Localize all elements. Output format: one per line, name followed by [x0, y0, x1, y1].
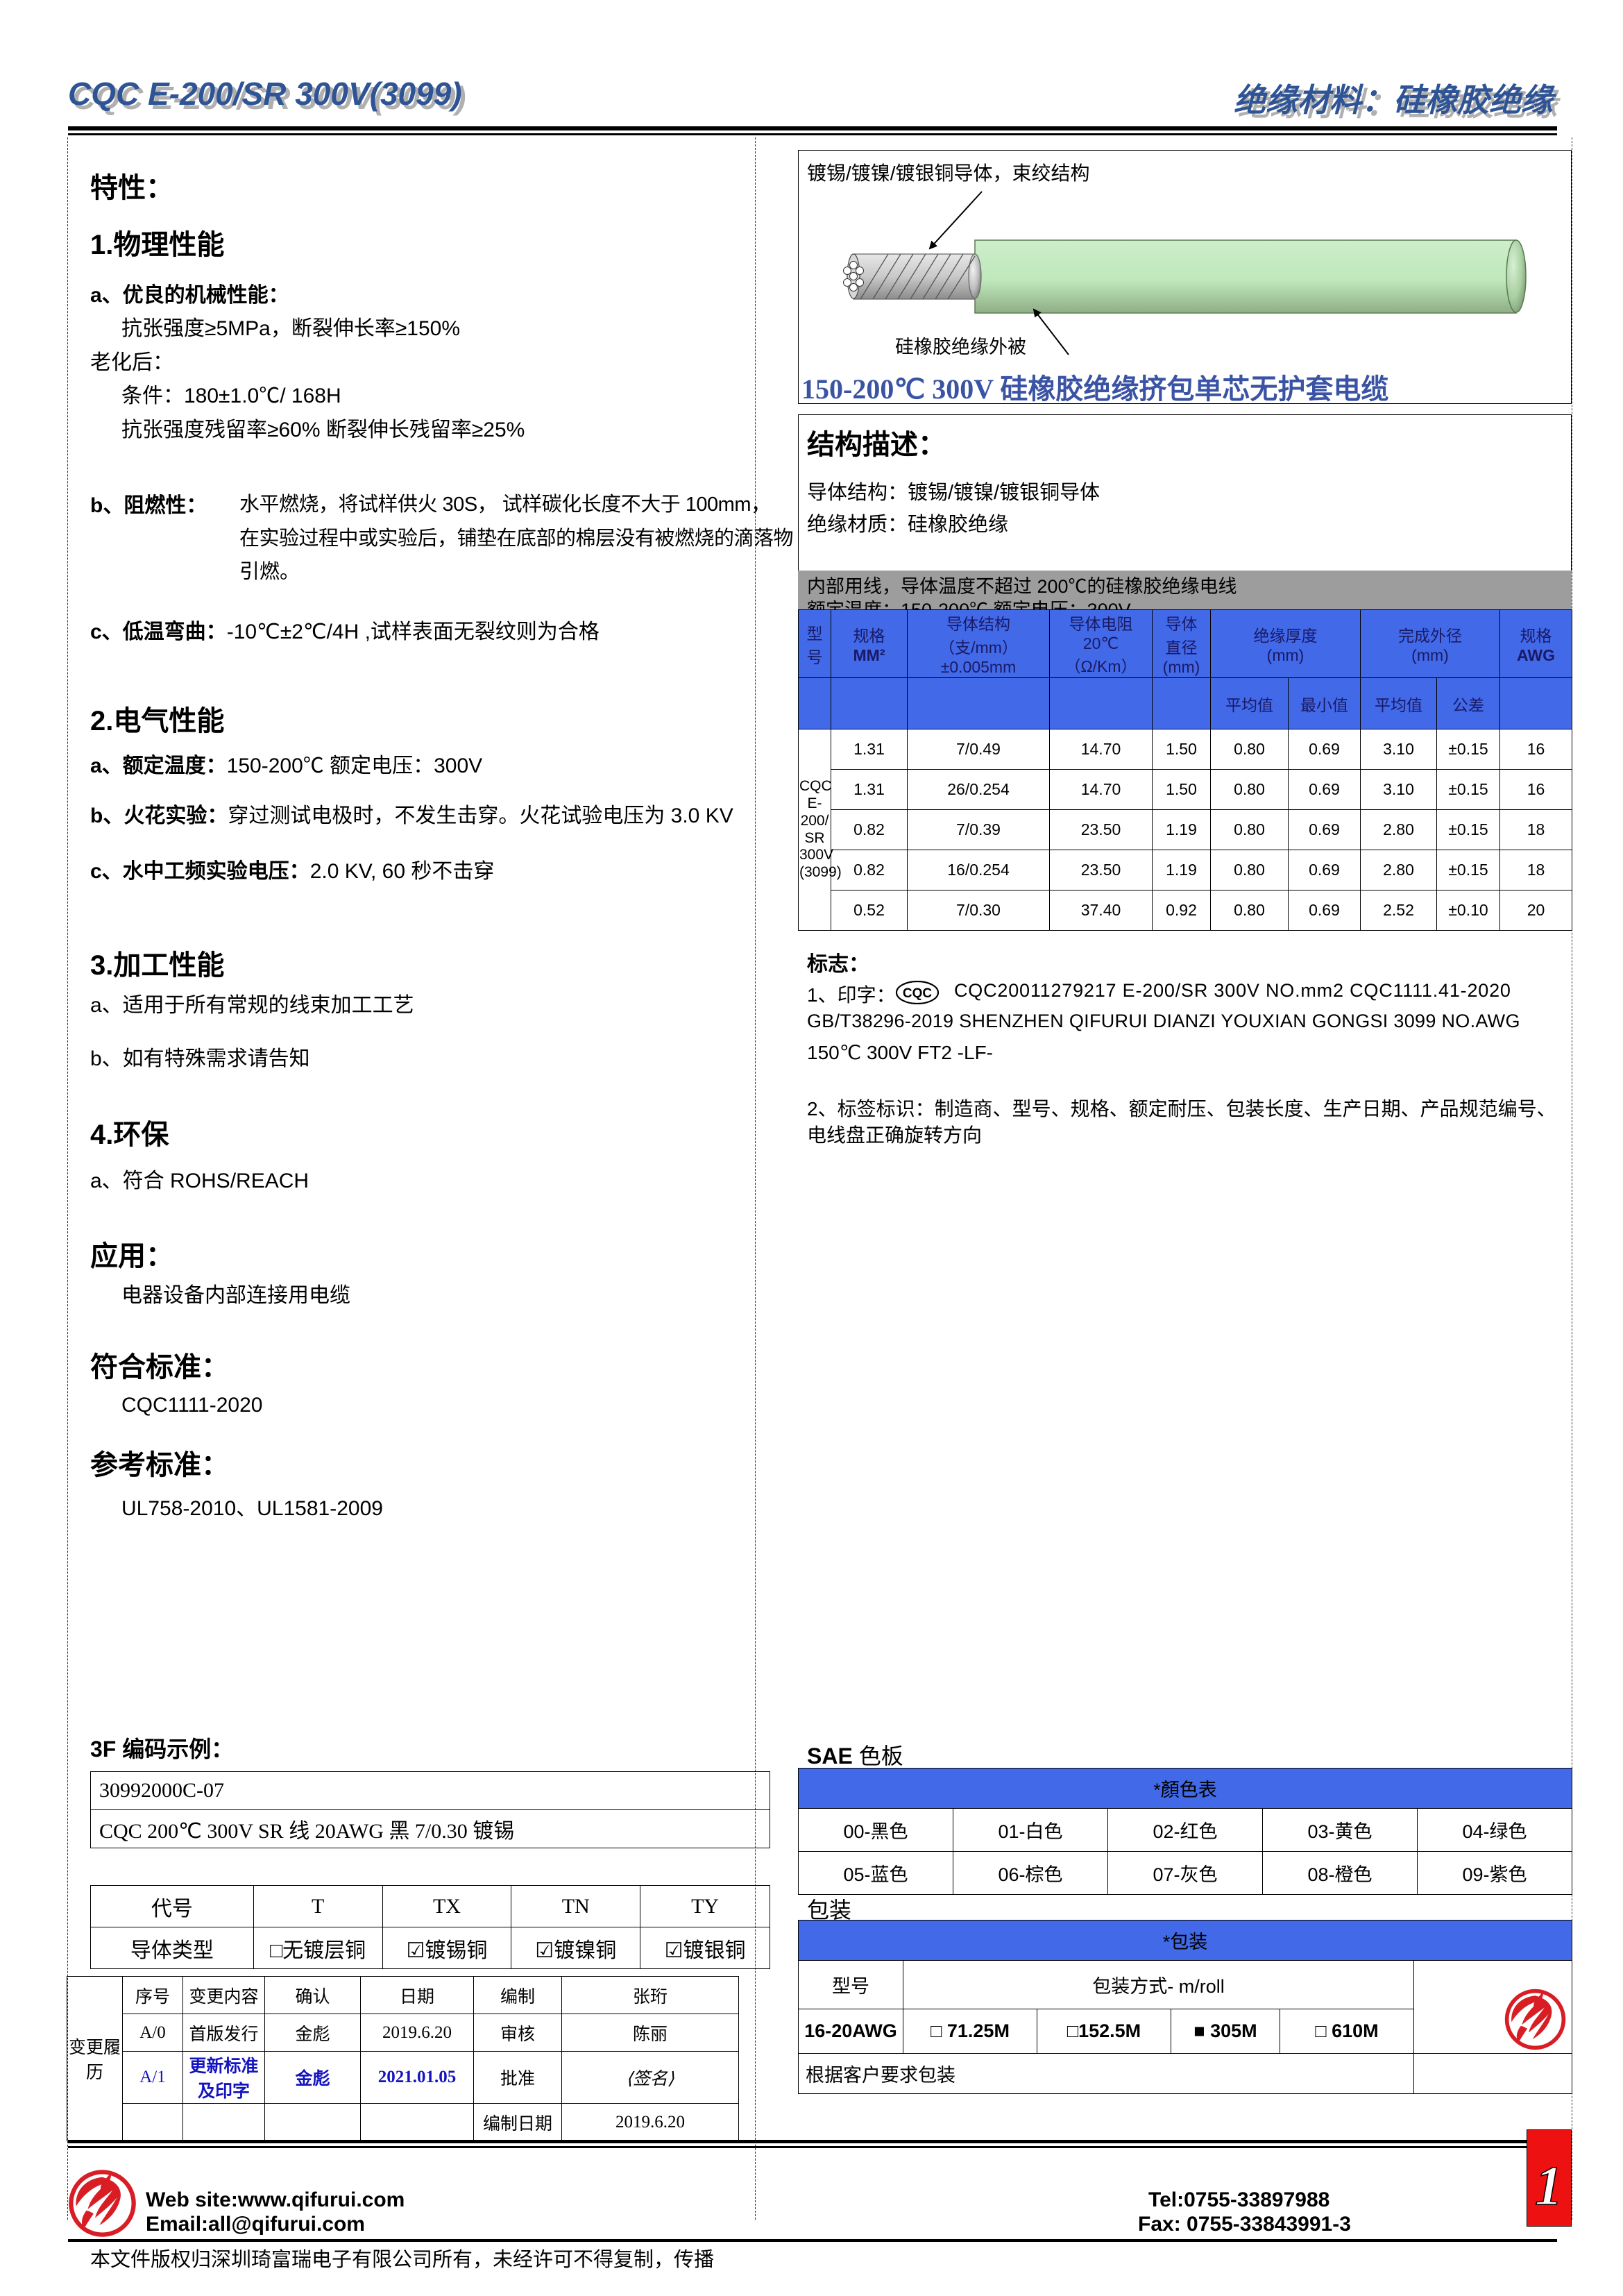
svg-text:1: 1	[1535, 2156, 1563, 2217]
svg-text:CQC: CQC	[903, 986, 933, 1001]
